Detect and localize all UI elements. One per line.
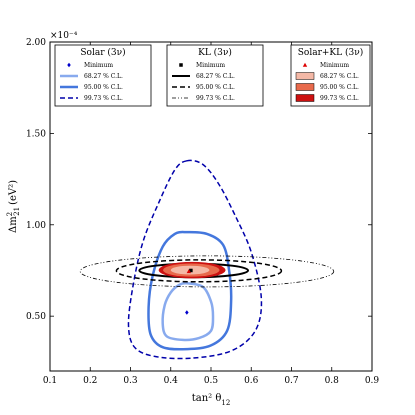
x-axis-label-sub: 12 xyxy=(221,399,230,407)
solar-minimum-marker xyxy=(185,310,189,315)
x-tick-label: 0.5 xyxy=(204,376,219,386)
legend-solar-3: Solar (3ν) Minimum 68.27 % C.L. 95.00 % C.L… xyxy=(54,44,152,107)
legend-entry-label: 99.73 % C.L. xyxy=(320,95,359,102)
solar-contour-68-27-c-l xyxy=(161,281,215,342)
y-axis-label-sub: 21 xyxy=(13,207,21,216)
legend-entry-label: 68.27 % C.L. xyxy=(196,73,235,80)
legend-marker xyxy=(179,63,183,67)
y-axis-label-unit: (eV²) xyxy=(8,180,19,205)
x-axis-label: tan² θ12 xyxy=(192,393,231,407)
x-tick-label: 0.4 xyxy=(164,376,179,386)
solar-contour-99-73-c-l xyxy=(127,159,263,360)
y-multiplier-label: ×10⁻⁴ xyxy=(50,31,78,41)
legend-patch-swatch xyxy=(295,83,315,91)
legend-patch-swatch xyxy=(295,72,315,80)
legend-layer: Solar (3ν) Minimum 68.27 % C.L. 95.00 % C.L… xyxy=(54,44,371,107)
x-tick-label: 0.2 xyxy=(83,376,97,386)
legend-entry-label: 95.00 % C.L. xyxy=(196,84,235,91)
legend-entry-label: 95.00 % C.L. xyxy=(320,84,359,91)
y-tick-label: 1.00 xyxy=(26,221,46,231)
x-tick-label: 0.9 xyxy=(365,376,380,386)
x-tick-label: 0.7 xyxy=(284,376,299,386)
legend-title: KL (3ν) xyxy=(198,47,232,58)
legend-kl-3: KL (3ν) Minimum 68.27 % C.L. 95.00 % C.L. 99… xyxy=(166,44,264,107)
legend-entry-label: 68.27 % C.L. xyxy=(320,73,359,80)
legend-marker xyxy=(302,62,308,67)
legend-entry-label: 95.00 % C.L. xyxy=(84,84,123,91)
kl-minimum-marker xyxy=(189,268,193,273)
legend-entry-label: 99.73 % C.L. xyxy=(84,95,123,102)
contour-layer xyxy=(79,159,335,360)
legend-title: Solar+KL (3ν) xyxy=(298,47,363,58)
legend-entry-label: 99.73 % C.L. xyxy=(196,95,235,102)
legend-entry-label: Minimum xyxy=(84,62,113,69)
y-axis-label-sup: 2 xyxy=(6,212,14,216)
solar-kl-minimum-marker xyxy=(186,269,192,274)
y-tick-label: 1.50 xyxy=(26,129,46,139)
x-tick-label: 0.6 xyxy=(244,376,259,386)
legend-title: Solar (3ν) xyxy=(80,47,125,58)
x-axis-label-main: tan² θ xyxy=(192,393,222,404)
x-tick-label: 0.1 xyxy=(43,376,57,386)
kl-contour-95-00-c-l xyxy=(115,259,283,283)
legend-entry-label: Minimum xyxy=(320,62,349,69)
y-axis-label: Δm221 (eV²) xyxy=(6,180,21,233)
legend-entry-label: 68.27 % C.L. xyxy=(84,73,123,80)
legend-entry-label: Minimum xyxy=(196,62,225,69)
x-tick-label: 0.3 xyxy=(123,376,138,386)
y-tick-label: 2.00 xyxy=(26,38,46,48)
legend-marker xyxy=(67,62,71,68)
solar-contour-95-00-c-l xyxy=(147,230,233,351)
minimum-markers xyxy=(185,268,193,315)
y-axis-label-main: Δm xyxy=(8,216,19,233)
legend-solar-kl-3: Solar+KL (3ν) Minimum 68.27 % C.L. 95.00 % … xyxy=(290,44,371,107)
y-tick-label: 0.50 xyxy=(26,312,46,322)
legend-patch-swatch xyxy=(295,94,315,102)
kl-contour-99-73-c-l xyxy=(79,255,335,288)
x-tick-label: 0.8 xyxy=(325,376,340,386)
